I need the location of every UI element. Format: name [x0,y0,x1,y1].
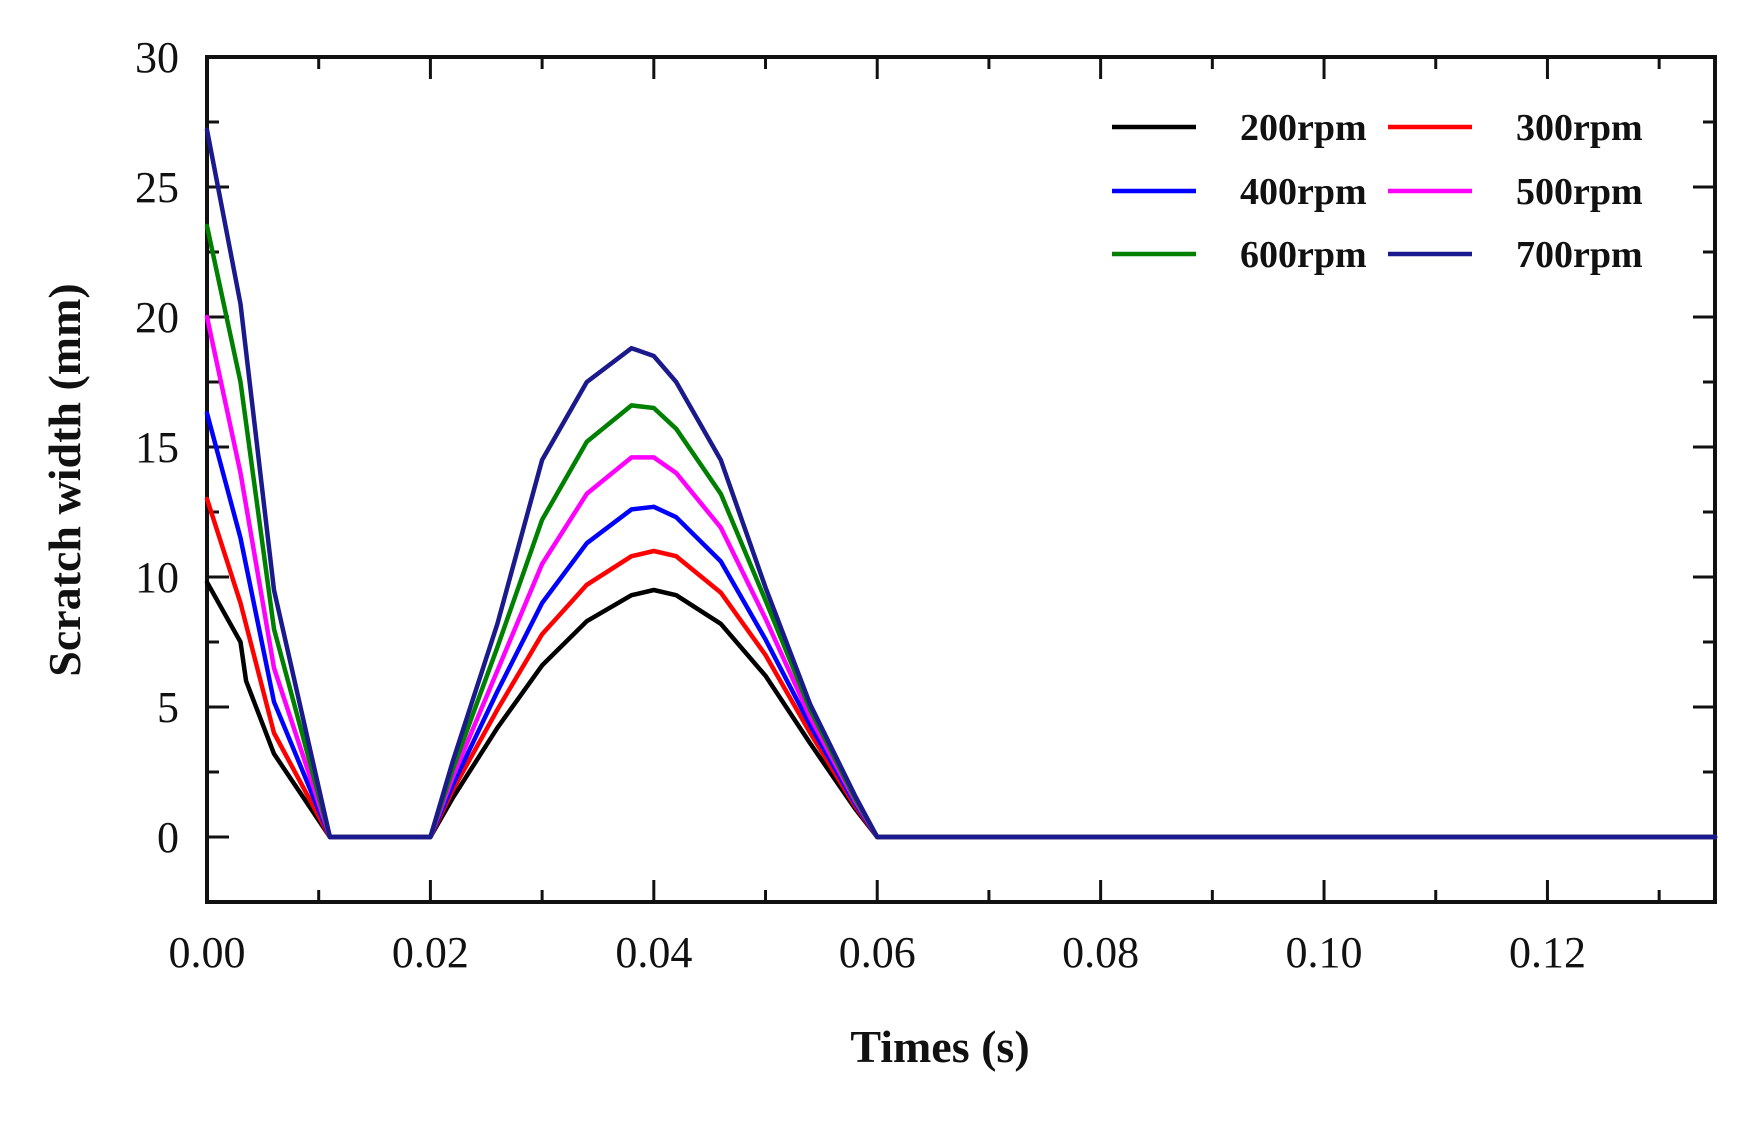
x-tick-label: 0.04 [615,928,692,977]
series-line-500rpm [204,314,1718,840]
y-tick-label: 10 [135,553,179,602]
y-tick-label: 0 [157,813,179,862]
axis-ticks [205,55,1715,902]
series-line-700rpm [204,127,1718,840]
legend: 200rpm 300rpm 400rpm 500rpm 600rpm 700rpm [1112,107,1643,276]
x-axis-title: Times (s) [850,1021,1029,1072]
y-tick-label: 30 [135,33,179,82]
data-series [204,127,1718,840]
legend-label-600rpm: 600rpm [1240,234,1367,276]
legend-label-400rpm: 400rpm [1240,171,1367,213]
x-tick-label: 0.12 [1509,928,1586,977]
x-tick-label: 0.10 [1286,928,1363,977]
legend-label-500rpm: 500rpm [1516,171,1643,213]
y-tick-label: 25 [135,163,179,212]
x-tick-label: 0.06 [839,928,916,977]
plot-frame [205,55,1717,904]
series-line-400rpm [204,410,1718,840]
series-line-600rpm [204,223,1718,840]
series-line-300rpm [204,496,1718,840]
y-tick-label: 20 [135,293,179,342]
x-tick-label: 0.00 [169,928,246,977]
y-axis-title: Scratch width (mm) [39,283,90,677]
series-line-200rpm [204,579,1718,840]
y-tick-label: 5 [157,683,179,732]
x-tick-label: 0.08 [1062,928,1139,977]
x-tick-label: 0.02 [392,928,469,977]
legend-label-300rpm: 300rpm [1516,107,1643,149]
y-tick-label: 15 [135,423,179,472]
legend-label-700rpm: 700rpm [1516,234,1643,276]
legend-label-200rpm: 200rpm [1240,107,1367,149]
axis-tick-labels: 0.00 0.02 0.04 0.06 0.08 0.10 0.12 0 5 10 15 20 25 30 [135,33,1586,977]
